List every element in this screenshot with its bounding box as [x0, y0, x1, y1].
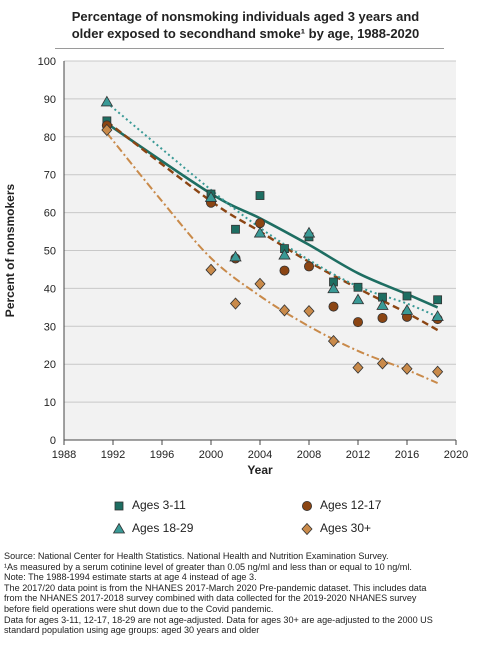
data-point	[433, 295, 443, 305]
data-point	[353, 282, 363, 292]
data-point	[377, 312, 388, 323]
x-tick-label: 2004	[248, 449, 272, 461]
data-point	[278, 248, 291, 260]
note-footnote: ¹As measured by a serum cotinine level o…	[4, 561, 412, 572]
data-point	[376, 357, 389, 370]
note-dataset-2: from the NHANES 2017-2018 survey combine…	[4, 593, 417, 604]
plot-area: 0 10 20 30 40 50 60 70 80 90 100 1988 1992 1996 2000 20…	[3, 56, 468, 477]
data-point	[327, 334, 340, 348]
x-tick-label: 1988	[52, 449, 76, 461]
x-tick-label: 1996	[150, 449, 174, 461]
trend-line-series-4	[106, 132, 438, 385]
x-tick-label: 2008	[297, 449, 321, 461]
y-tick-label: 10	[44, 397, 56, 409]
data-point	[205, 263, 217, 276]
series-4-points	[101, 123, 444, 378]
data-point	[432, 365, 444, 378]
data-point	[351, 293, 365, 305]
title-divider	[55, 48, 444, 49]
data-point	[231, 224, 240, 234]
series-3-points	[100, 95, 444, 321]
note-adjust-1: Data for ages 3-11, 12-17, 18-29 are not…	[4, 614, 433, 625]
y-tick-label: 20	[44, 359, 56, 371]
trend-line-series-3	[106, 101, 438, 318]
data-point	[254, 218, 265, 229]
y-axis-title: Percent of nonsmokers	[3, 183, 17, 317]
x-tick-label: 2000	[199, 449, 223, 461]
note-dataset-1: The 2017/20 data point is from the NHANE…	[4, 582, 427, 593]
x-axis-title: Year	[247, 463, 273, 477]
data-point	[303, 261, 314, 272]
data-point	[278, 304, 291, 317]
data-point	[253, 226, 267, 238]
data-point	[229, 250, 242, 262]
data-point	[376, 299, 389, 310]
chart-title-line-1: Percentage of nonsmoking individuals age…	[71, 9, 420, 24]
y-tick-label: 80	[44, 132, 56, 144]
x-tick-label: 2020	[444, 449, 468, 461]
x-tick-label: 2016	[395, 449, 419, 461]
data-point	[303, 305, 315, 318]
data-point	[402, 291, 412, 301]
y-tick-label: 40	[44, 283, 56, 295]
chart-title-line-2: older exposed to secondhand smoke¹ by ag…	[71, 26, 420, 41]
note-source: Source: National Center for Health Stati…	[4, 551, 389, 561]
chart-title: Percentage of nonsmoking individuals age…	[0, 8, 491, 42]
note-dataset-3: before field operations were shut down d…	[4, 603, 274, 614]
data-point	[400, 304, 414, 315]
y-tick-label: 0	[50, 435, 56, 447]
data-point	[431, 310, 444, 321]
y-tick-label: 60	[44, 208, 56, 220]
y-tick-label: 70	[44, 170, 56, 182]
data-point	[101, 123, 113, 137]
note-adjust-2: standard population using age groups: ag…	[4, 625, 260, 636]
data-point	[279, 265, 290, 276]
data-point	[204, 191, 218, 202]
y-tick-label: 90	[44, 94, 56, 106]
data-point	[254, 277, 266, 290]
data-point	[100, 95, 114, 107]
data-point	[327, 282, 340, 294]
y-tick-label: 100	[38, 56, 56, 68]
data-point	[302, 226, 316, 238]
chart-notes: Source: National Center for Health Stati…	[4, 551, 490, 636]
y-tick-label: 30	[44, 321, 56, 333]
data-point	[229, 297, 242, 310]
data-point	[255, 191, 265, 200]
y-tick-label: 50	[44, 246, 56, 258]
data-point	[352, 361, 364, 374]
note-age: Note: The 1988-1994 estimate starts at a…	[4, 572, 257, 583]
x-tick-label: 2012	[346, 449, 370, 461]
x-tick-label: 1992	[101, 449, 125, 461]
data-point	[352, 317, 363, 328]
data-point	[401, 362, 413, 375]
data-point	[328, 301, 339, 312]
